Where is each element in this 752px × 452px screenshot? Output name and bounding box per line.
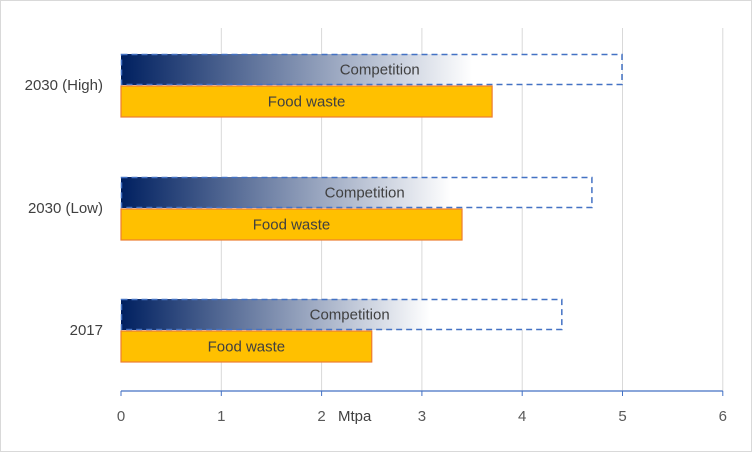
x-axis: 0 1 2 3 4 5 6 Mtpa bbox=[117, 390, 727, 425]
category-label: 2017 bbox=[70, 322, 103, 339]
category-label: 2030 (High) bbox=[25, 77, 103, 94]
competition-bar-label: Competition bbox=[310, 307, 390, 324]
competition-bar-outline bbox=[120, 176, 593, 209]
x-tick-label: 5 bbox=[618, 408, 626, 425]
labels: Competition Food waste 2030 (High) Competit… bbox=[25, 62, 420, 356]
competition-bar-label: Competition bbox=[325, 185, 405, 202]
x-tick-label: 4 bbox=[518, 408, 526, 425]
category-label: 2030 (Low) bbox=[28, 200, 103, 217]
food-waste-bar bbox=[120, 330, 373, 363]
food-waste-bar-label: Food waste bbox=[268, 94, 346, 111]
food-waste-bar bbox=[120, 208, 463, 241]
competition-bar-outline bbox=[120, 53, 623, 86]
competition-bar bbox=[121, 177, 593, 208]
food-waste-bar-label: Food waste bbox=[253, 217, 331, 234]
food-waste-bar bbox=[120, 85, 493, 118]
competition-bar-label: Competition bbox=[340, 62, 420, 79]
food-waste-bar-label: Food waste bbox=[208, 339, 286, 356]
x-tick-label: 0 bbox=[117, 408, 125, 425]
competition-bar bbox=[121, 299, 563, 330]
competition-bar-outline bbox=[120, 298, 563, 331]
x-tick-label: 6 bbox=[719, 408, 727, 425]
x-tick-label: 2 bbox=[317, 408, 325, 425]
x-tick-label: 1 bbox=[217, 408, 225, 425]
competition-bar bbox=[121, 54, 623, 85]
x-tick-label: 3 bbox=[418, 408, 426, 425]
bars bbox=[120, 53, 623, 363]
x-axis-unit: Mtpa bbox=[338, 408, 372, 425]
